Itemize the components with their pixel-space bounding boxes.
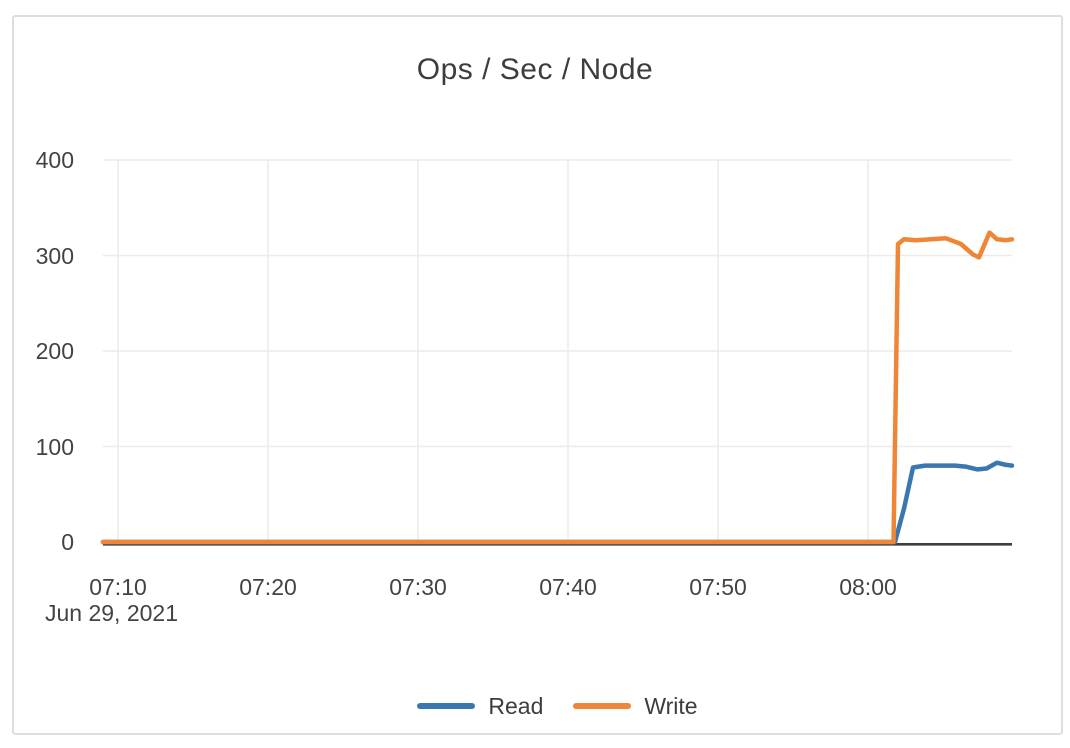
read-series-label: Read bbox=[488, 692, 544, 719]
legend: Read Write bbox=[103, 691, 1012, 721]
write-series-line bbox=[100, 230, 1015, 545]
legend-item-read[interactable]: Read bbox=[417, 693, 543, 720]
y-axis-tick-label: 300 bbox=[35, 242, 74, 269]
y-axis-tick-label: 0 bbox=[61, 529, 74, 555]
chart-card bbox=[12, 15, 1063, 735]
x-axis-tick-label: 07:30 bbox=[389, 574, 447, 600]
x-axis-tick-label: 07:20 bbox=[239, 574, 297, 600]
y-axis-tick-label: 100 bbox=[35, 433, 74, 460]
read-series-swatch bbox=[417, 703, 476, 709]
x-axis-tick-label: 08:00 bbox=[839, 574, 897, 600]
chart-title: Ops / Sec / Node bbox=[416, 53, 654, 86]
write-series-label: Write bbox=[644, 692, 698, 719]
read-series-line bbox=[100, 460, 1015, 545]
y-axis-tick-label: 200 bbox=[35, 338, 74, 364]
y-axis-tick-label: 400 bbox=[35, 147, 74, 173]
x-axis-date-label: Jun 29, 2021 bbox=[45, 600, 179, 626]
x-axis-tick-label: 07:50 bbox=[689, 574, 747, 600]
x-axis-tick-label: 07:10 bbox=[89, 574, 147, 600]
write-series-swatch bbox=[573, 703, 632, 709]
x-axis-tick-label: 07:40 bbox=[539, 574, 597, 600]
legend-item-write[interactable]: Write bbox=[573, 692, 698, 720]
